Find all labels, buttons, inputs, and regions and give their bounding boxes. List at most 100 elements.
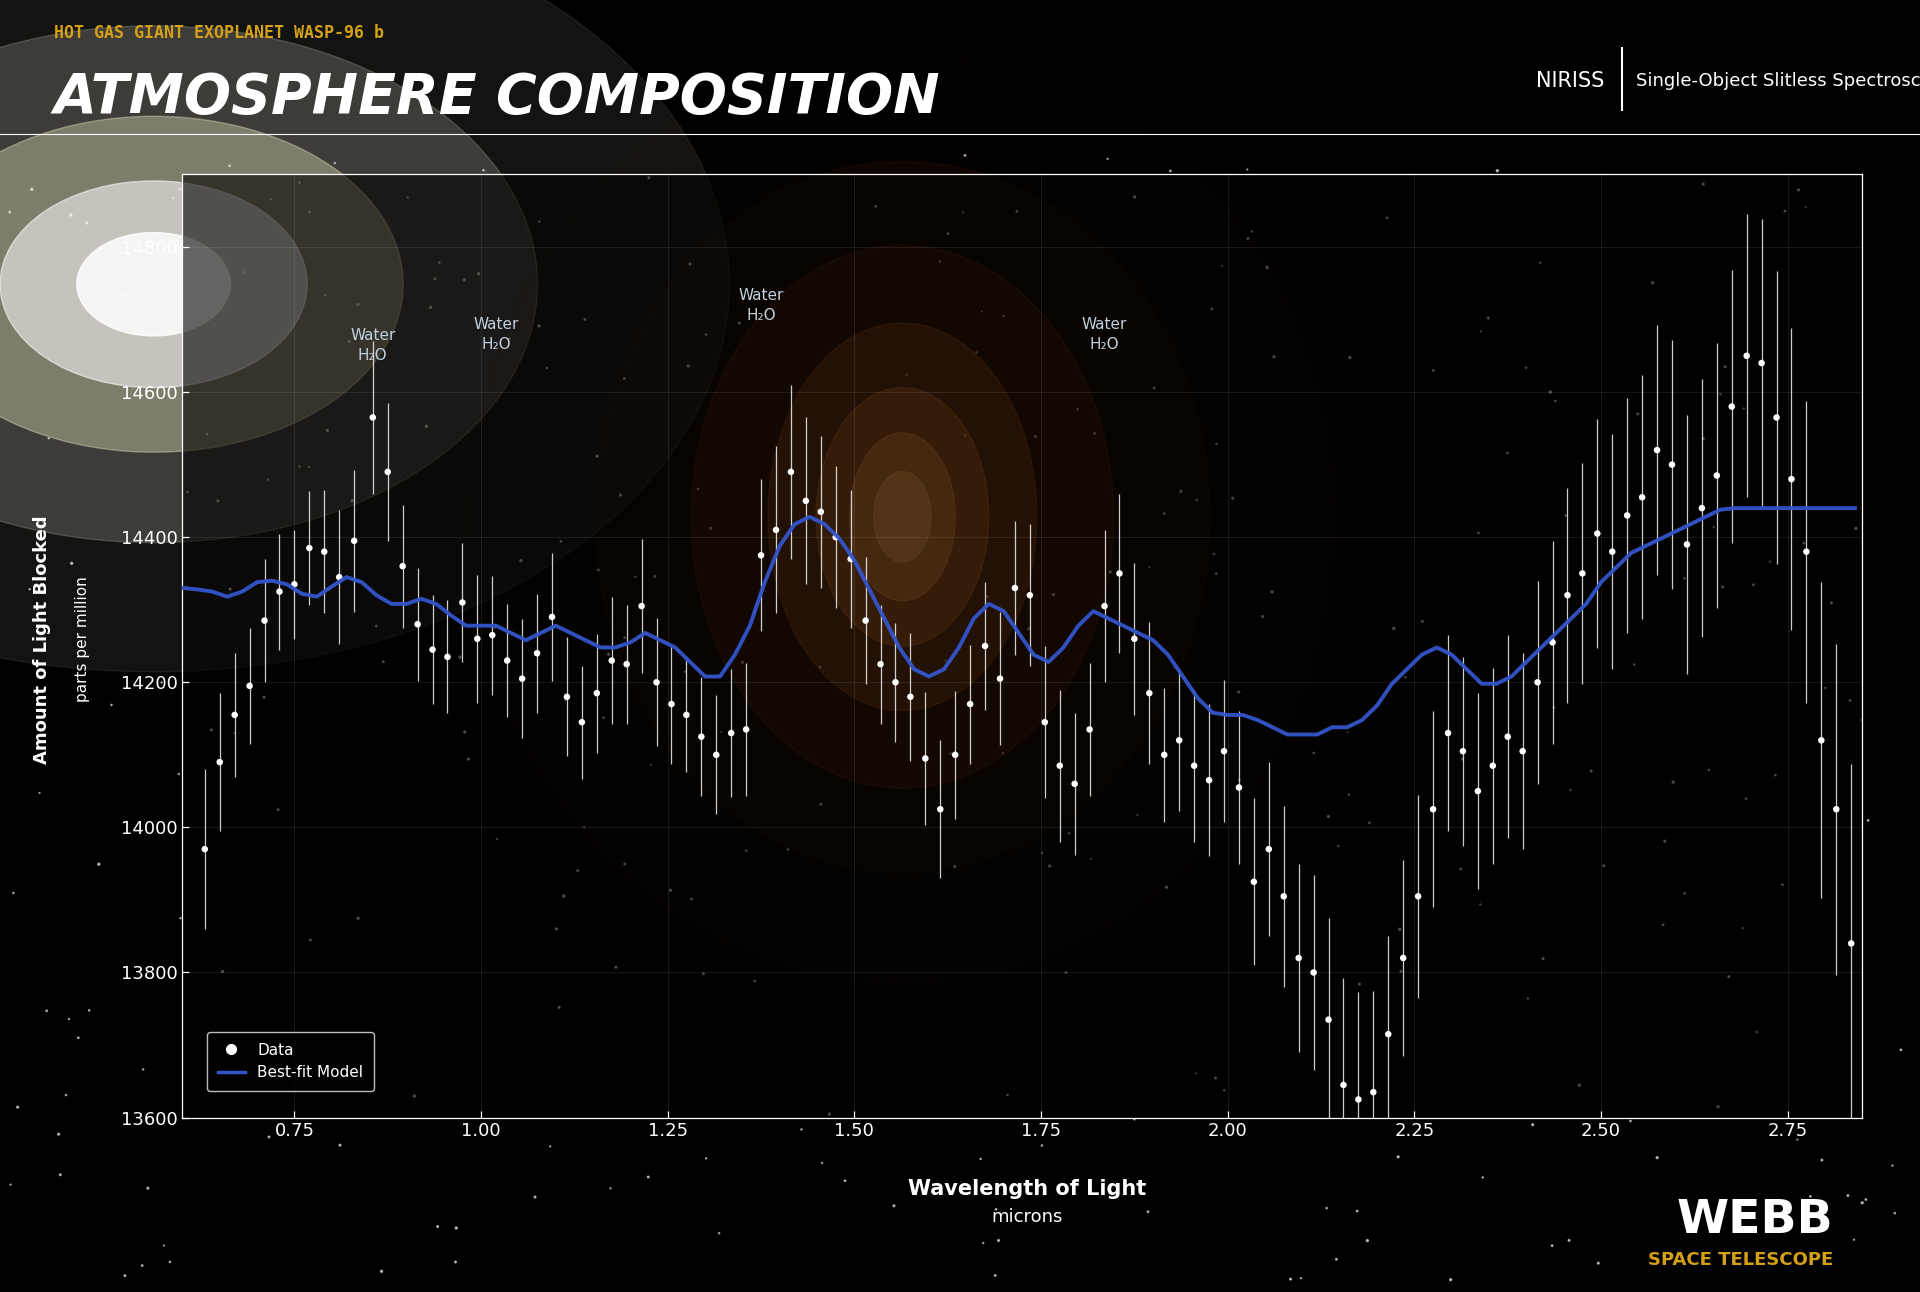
Point [1258,581,1288,602]
Point [255,189,286,209]
Point [1847,709,1878,730]
Point [2,1097,33,1118]
Ellipse shape [470,52,1334,982]
Point [1342,1200,1373,1221]
Point [1713,966,1743,987]
Point [492,650,522,671]
Point [192,424,223,444]
Point [344,908,374,929]
Point [820,527,851,548]
Point [165,178,196,199]
Point [1492,443,1523,464]
Point [463,628,493,649]
Point [1642,1147,1672,1168]
Point [732,840,762,860]
Point [1135,557,1165,578]
Point [1379,618,1409,638]
Point [1507,740,1538,761]
Point [522,643,553,664]
Point [440,1252,470,1273]
Point [424,252,455,273]
Point [1668,568,1699,589]
Point [1248,606,1279,627]
Point [284,172,315,193]
Point [252,469,282,490]
Point [636,755,666,775]
Point [536,607,566,628]
Point [1657,455,1688,475]
Point [605,484,636,505]
Point [1050,963,1081,983]
Point [403,614,434,634]
Point [1540,390,1571,411]
Point [148,1235,179,1256]
Point [962,342,993,363]
Point [1582,1253,1613,1274]
Point [866,654,897,674]
Point [1135,682,1165,703]
Point [372,461,403,482]
Point [1536,1235,1567,1256]
Text: HOT GAS GIANT EXOPLANET WASP-96 b: HOT GAS GIANT EXOPLANET WASP-96 b [54,23,384,41]
Point [634,168,664,189]
Point [1054,823,1085,844]
Point [691,324,722,345]
Point [453,749,484,770]
Point [388,556,419,576]
Point [687,964,718,985]
Point [83,854,113,875]
Point [1528,948,1559,969]
Point [215,579,246,599]
Circle shape [77,233,230,336]
Point [993,1085,1023,1106]
Point [445,647,476,668]
Point [1390,667,1421,687]
Point [1476,756,1507,776]
Point [1597,541,1628,562]
Point [551,686,582,707]
Point [1386,961,1417,982]
Point [1820,798,1851,819]
Ellipse shape [768,323,1037,711]
Point [1313,806,1344,827]
Point [415,297,445,318]
Point [566,712,597,733]
Point [294,456,324,477]
Point [1352,1230,1382,1251]
Point [1642,439,1672,460]
Point [1851,1189,1882,1209]
Point [1119,186,1150,207]
Point [50,1085,81,1106]
Point [480,618,511,638]
Ellipse shape [874,472,931,562]
Point [1181,490,1212,510]
Point [1035,855,1066,876]
Circle shape [0,181,307,388]
Point [536,1136,566,1156]
Point [309,541,340,562]
Point [639,566,670,587]
Point [1473,307,1503,328]
Point [482,828,513,849]
Point [524,315,555,336]
Point [1029,712,1060,733]
Point [760,519,791,540]
Point [1311,1198,1342,1218]
Point [1254,839,1284,859]
Point [13,579,44,599]
Point [895,686,925,707]
Point [33,428,63,448]
Point [1732,345,1763,366]
Point [588,707,618,727]
Point [1699,517,1730,537]
Point [1836,933,1866,953]
Point [966,301,996,322]
Point [626,596,657,616]
Point [1334,348,1365,368]
Point [1119,1109,1150,1129]
Point [641,672,672,693]
Point [1707,1194,1738,1214]
Point [1133,1202,1164,1222]
Point [146,672,177,693]
Point [745,545,776,566]
